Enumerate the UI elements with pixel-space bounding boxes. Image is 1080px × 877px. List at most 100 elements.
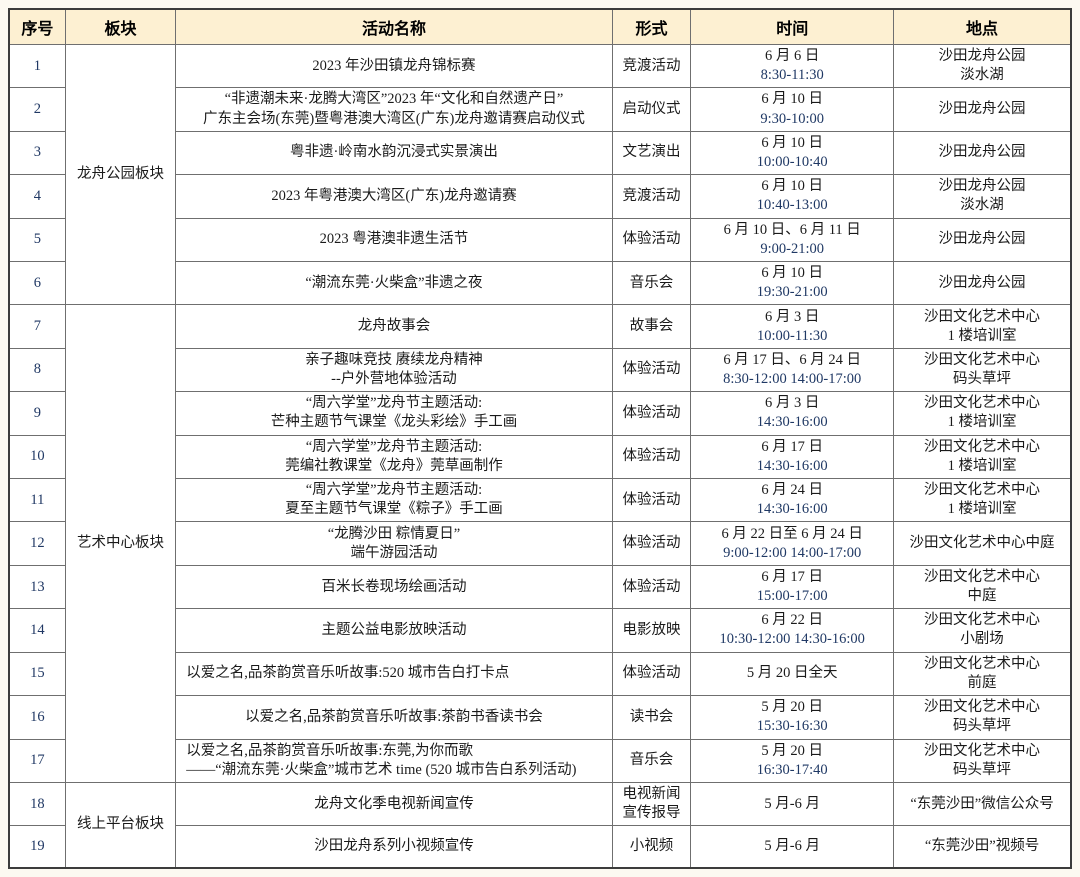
cell-text-line: “周六学堂”龙舟节主题活动: — [305, 482, 483, 499]
cell-text-line: 沙田龙舟公园 — [938, 274, 1026, 291]
cell-text-line: 莞编社教课堂《龙舟》莞草画制作 — [285, 457, 503, 474]
cell-activity-name: “周六学堂”龙舟节主题活动: 夏至主题节气课堂《粽子》手工画 — [175, 478, 613, 523]
cell-text-line: “东莞沙田”微信公众号 — [910, 795, 1054, 812]
cell-activity-name: 2023 年沙田镇龙舟锦标赛 — [175, 43, 613, 89]
cell-text-line: 龙舟故事会 — [357, 318, 431, 335]
table-row: 4 2023 年粤港澳大湾区(广东)龙舟邀请赛 竞渡活动 6 月 10 日 10:40-… — [8, 174, 1072, 219]
serial-number: 8 — [33, 361, 42, 378]
table-header: 序号 板块 活动名称 形式 时间 地点 — [8, 8, 1072, 45]
cell-text-line: 沙田文化艺术中心 — [924, 438, 1041, 455]
cell-text-line: 中庭 — [967, 588, 997, 605]
cell-text-line: 芒种主题节气课堂《龙头彩绘》手工画 — [270, 414, 518, 431]
cell-activity-name: 百米长卷现场绘画活动 — [175, 564, 613, 610]
serial-number: 3 — [33, 144, 42, 161]
cell-text-line: ——“潮流东莞·火柴盒”城市艺术 time (520 城市告白系列活动) — [186, 761, 577, 778]
cell-text-line: 体验活动 — [622, 665, 681, 682]
cell-text-line: 以爱之名,品茶韵赏音乐听故事:东莞,为你而歌 — [186, 742, 473, 759]
cell-text-line: 小视频 — [629, 838, 674, 855]
cell-activity-name: “潮流东莞·火柴盒”非遗之夜 — [175, 261, 613, 306]
cell-serial: 8 — [8, 347, 66, 393]
table-row: 14 主题公益电影放映活动 电影放映 6 月 22 日 10:30-12:00 14:3… — [8, 608, 1072, 653]
serial-number: 5 — [33, 231, 42, 248]
time-range-text: 15:00-17:00 — [756, 588, 828, 605]
cell-serial: 16 — [8, 695, 66, 740]
cell-text-line: 沙田文化艺术中心 — [924, 482, 1041, 499]
cell-text-line: 音乐会 — [629, 752, 674, 769]
cell-place: 沙田龙舟公园 淡水湖 — [893, 43, 1072, 89]
cell-section: 艺术中心板块 — [64, 304, 177, 783]
date-text: 6 月 17 日、6 月 24 日 — [723, 351, 862, 368]
cell-text-line: 沙田文化艺术中心 — [924, 308, 1041, 325]
time-range-text: 9:00-21:00 — [760, 240, 825, 257]
cell-text-line: 沙田龙舟公园 — [938, 231, 1026, 248]
table-row: 11 “周六学堂”龙舟节主题活动: 夏至主题节气课堂《粽子》手工画 体验活动 6 月 2… — [8, 478, 1072, 523]
cell-form: 启动仪式 — [611, 87, 692, 132]
cell-text-line: 以爱之名,品茶韵赏音乐听故事:520 城市告白打卡点 — [186, 665, 510, 682]
date-text: 6 月 24 日 — [761, 482, 823, 499]
cell-text-line: 码头草坪 — [953, 718, 1012, 735]
cell-form: 体验活动 — [611, 391, 692, 436]
cell-text-line: 沙田文化艺术中心 — [924, 351, 1041, 368]
cell-time: 6 月 17 日 14:30-16:00 — [690, 434, 895, 480]
cell-text-line: 1 楼培训室 — [947, 501, 1017, 518]
cell-text-line: 1 楼培训室 — [947, 457, 1017, 474]
cell-text-line: 体验活动 — [622, 491, 681, 508]
cell-form: 文艺演出 — [611, 130, 692, 176]
cell-text-line: 宣传报导 — [622, 805, 681, 822]
cell-form: 音乐会 — [611, 261, 692, 306]
serial-number: 10 — [30, 448, 45, 465]
cell-form: 体验活动 — [611, 478, 692, 523]
cell-text-line: 小剧场 — [960, 631, 1004, 648]
serial-number: 14 — [30, 621, 45, 638]
cell-serial: 13 — [8, 564, 66, 610]
serial-number: 13 — [30, 578, 45, 595]
cell-form: 读书会 — [611, 695, 692, 740]
cell-place: 沙田文化艺术中心 码头草坪 — [893, 738, 1072, 783]
cell-serial: 17 — [8, 738, 66, 783]
cell-text-line: --户外营地体验活动 — [331, 371, 457, 388]
cell-serial: 9 — [8, 391, 66, 436]
cell-text-line: 竞渡活动 — [622, 187, 681, 204]
cell-text-line: 电影放映 — [622, 621, 681, 638]
cell-serial: 6 — [8, 261, 66, 306]
serial-number: 11 — [30, 491, 45, 508]
cell-text-line: “东莞沙田”视频号 — [924, 838, 1040, 855]
cell-place: 沙田龙舟公园 — [893, 261, 1072, 306]
cell-time: 6 月 22 日 10:30-12:00 14:30-16:00 — [690, 608, 895, 653]
time-range-text: 14:30-16:00 — [756, 414, 828, 431]
cell-time: 6 月 10 日 9:30-10:00 — [690, 87, 895, 132]
cell-time: 6 月 10 日 19:30-21:00 — [690, 261, 895, 306]
cell-form: 体验活动 — [611, 434, 692, 480]
cell-serial: 2 — [8, 87, 66, 132]
cell-text-line: “周六学堂”龙舟节主题活动: — [305, 438, 483, 455]
table-row: 19 沙田龙舟系列小视频宣传 小视频 5 月-6 月 “东莞沙田”视频号 — [8, 825, 1072, 869]
cell-serial: 12 — [8, 521, 66, 566]
cell-time: 6 月 10 日、6 月 11 日 9:00-21:00 — [690, 217, 895, 263]
cell-text-line: 沙田文化艺术中心 — [924, 655, 1041, 672]
cell-place: 沙田龙舟公园 — [893, 217, 1072, 263]
date-text: 6 月 3 日 — [765, 395, 820, 412]
cell-time: 6 月 10 日 10:40-13:00 — [690, 174, 895, 219]
column-header-section: 板块 — [64, 8, 177, 45]
table-row: 1 龙舟公园板块 2023 年沙田镇龙舟锦标赛 竞渡活动 6 月 6 日 8:30-11:… — [8, 43, 1072, 306]
cell-form: 体验活动 — [611, 521, 692, 566]
cell-place: “东莞沙田”微信公众号 — [893, 781, 1072, 827]
cell-activity-name: 以爱之名,品茶韵赏音乐听故事:茶韵书香读书会 — [175, 695, 613, 740]
cell-text-line: 体验活动 — [622, 448, 681, 465]
schedule-table: 序号 板块 活动名称 形式 时间 地点 1 龙舟公园板块 2023 年沙田镇龙舟锦标赛 竞渡活动… — [8, 8, 1072, 869]
cell-text-line: 沙田文化艺术中心 — [924, 699, 1041, 716]
cell-time: 6 月 17 日、6 月 24 日 8:30-12:00 14:00-17:00 — [690, 347, 895, 393]
column-header-form: 形式 — [611, 8, 692, 45]
cell-text-line: 读书会 — [629, 708, 674, 725]
cell-text-line: 亲子趣味竞技 赓续龙舟精神 — [305, 351, 483, 368]
serial-number: 15 — [30, 665, 45, 682]
serial-number: 17 — [30, 752, 45, 769]
date-text: 5 月 20 日 — [761, 742, 823, 759]
date-text: 6 月 10 日 — [761, 265, 823, 282]
cell-place: 沙田文化艺术中心 1 楼培训室 — [893, 391, 1072, 436]
cell-place: 沙田龙舟公园 淡水湖 — [893, 174, 1072, 219]
cell-form: 体验活动 — [611, 651, 692, 697]
cell-activity-name: 亲子趣味竞技 赓续龙舟精神 --户外营地体验活动 — [175, 347, 613, 393]
date-text: 5 月 20 日全天 — [746, 665, 838, 682]
cell-time: 6 月 22 日至 6 月 24 日 9:00-12:00 14:00-17:00 — [690, 521, 895, 566]
